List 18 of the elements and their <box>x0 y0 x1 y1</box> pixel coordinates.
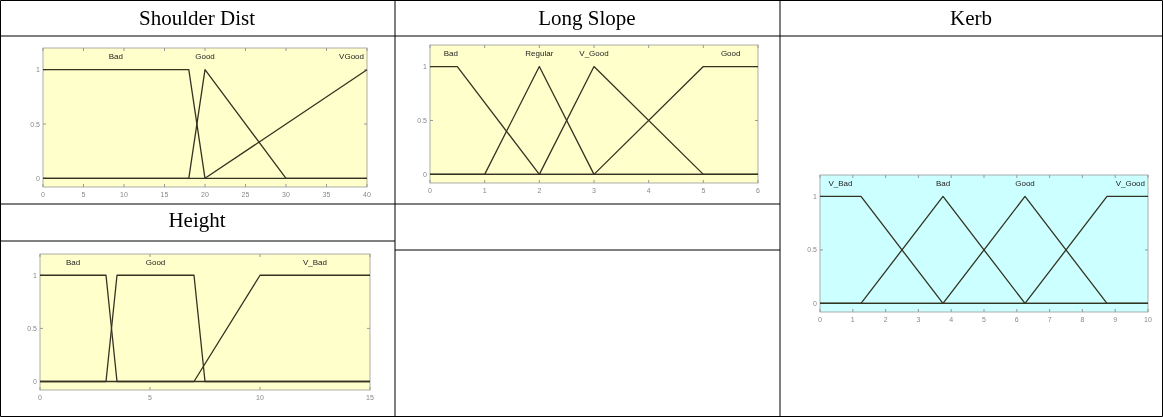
series-label: V_Bad <box>302 258 328 267</box>
chart-title: Shoulder Dist <box>138 6 256 30</box>
chart-title: Height <box>168 208 226 232</box>
series-label: Good <box>145 258 166 267</box>
chart-title: Kerb <box>950 6 992 30</box>
series-label: Good <box>1015 179 1035 188</box>
series-label: V_Good <box>579 49 609 58</box>
series-label: Bad <box>65 258 81 267</box>
series-label: Bad <box>935 179 951 188</box>
series-label: Bad <box>443 49 458 58</box>
series-label: Good <box>720 49 741 58</box>
series-label: V_Bad <box>828 179 853 188</box>
series-label: Bad <box>108 52 124 61</box>
series-label: V_Good <box>1115 179 1145 188</box>
series-label: Regular <box>525 49 554 58</box>
series-label: Good <box>195 52 215 61</box>
chart-title: Long Slope <box>538 6 636 30</box>
series-label: VGood <box>339 52 364 61</box>
